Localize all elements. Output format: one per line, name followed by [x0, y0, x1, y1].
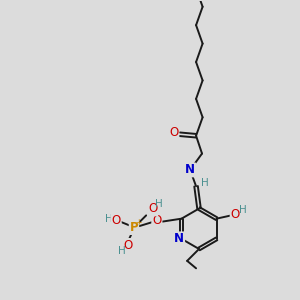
Text: H: H [238, 205, 246, 215]
Text: O: O [123, 239, 133, 252]
Text: O: O [152, 214, 161, 226]
Text: O: O [112, 214, 121, 226]
Text: H: H [201, 178, 209, 188]
Text: +: + [135, 218, 142, 227]
Text: O: O [148, 202, 157, 215]
Text: N: N [185, 164, 195, 176]
Text: O: O [231, 208, 240, 221]
Text: H: H [105, 214, 112, 224]
Text: H: H [118, 246, 125, 256]
Text: H: H [155, 199, 163, 209]
Text: N: N [174, 232, 184, 245]
Text: O: O [169, 126, 178, 139]
Text: P: P [130, 221, 138, 234]
